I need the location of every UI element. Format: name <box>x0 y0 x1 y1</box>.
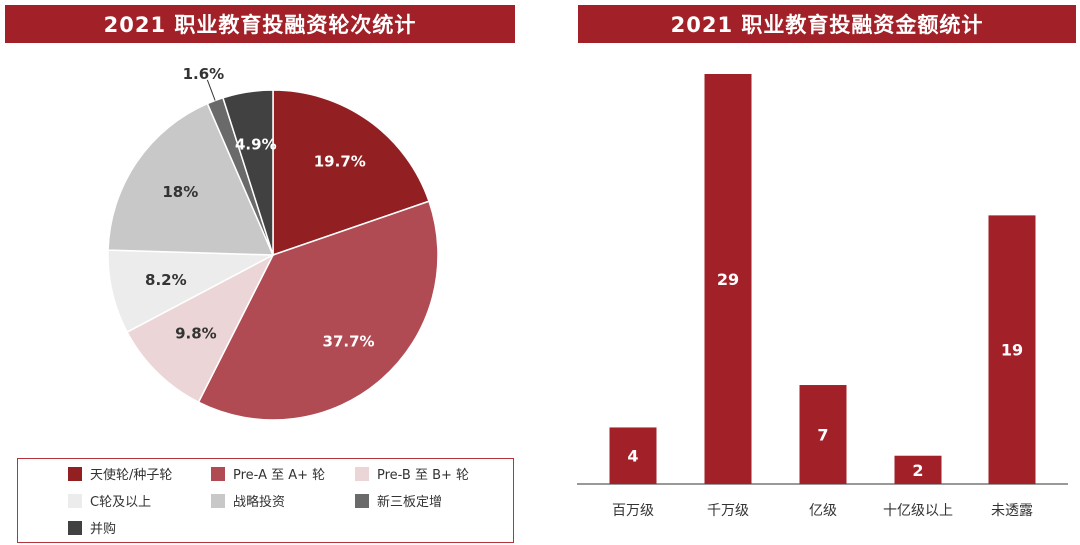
bar-chart-title: 2021 职业教育投融资金额统计 <box>578 5 1076 43</box>
pie-slice-label: 37.7% <box>323 333 375 351</box>
legend-item: 天使轮/种子轮 <box>68 464 172 483</box>
pie-slice-label: 4.9% <box>235 135 277 153</box>
pie-slice-label: 1.6% <box>183 65 225 83</box>
x-tick-label: 百万级 <box>612 503 654 519</box>
bar-value-label: 29 <box>717 270 739 289</box>
legend-item: Pre-B 至 B+ 轮 <box>355 464 469 483</box>
x-tick-label: 亿级 <box>809 503 837 519</box>
bar <box>609 427 657 484</box>
pie-slice-label: 8.2% <box>145 271 187 289</box>
pie-slice <box>197 200 439 421</box>
pie-slice <box>126 253 275 404</box>
pie-chart-title: 2021 职业教育投融资轮次统计 <box>5 5 515 43</box>
x-tick-label: 未透露 <box>991 503 1033 519</box>
legend-item: 并购 <box>68 518 116 537</box>
bar <box>704 74 752 484</box>
legend-swatch <box>355 493 369 508</box>
pie-leader-line <box>206 79 216 101</box>
bar <box>894 455 942 484</box>
legend-label: Pre-B 至 B+ 轮 <box>377 468 470 483</box>
legend-swatch <box>68 466 82 481</box>
bar-value-label: 19 <box>1001 341 1023 360</box>
legend-item: 新三板定增 <box>355 491 442 510</box>
bar <box>799 385 847 484</box>
x-tick-label: 千万级 <box>707 503 749 519</box>
legend-label: Pre-A 至 A+ 轮 <box>233 468 326 483</box>
pie-slice-label: 19.7% <box>314 152 366 170</box>
legend-swatch <box>68 520 82 535</box>
bar-value-label: 2 <box>912 461 923 480</box>
legend-label: 战略投资 <box>233 495 286 510</box>
legend-item: 战略投资 <box>211 491 285 510</box>
pie-chart: 19.7% 37.7% 9.8% 8.2% 18% 1.6% 4.9% <box>107 65 439 421</box>
pie-slice <box>272 89 430 257</box>
pie-slice-label: 9.8% <box>175 324 217 342</box>
pie-slice <box>222 89 274 256</box>
legend-swatch <box>355 466 369 481</box>
legend-swatch <box>68 493 82 508</box>
bar-value-label: 4 <box>627 447 638 466</box>
legend-swatch <box>211 493 225 508</box>
legend-label: 新三板定增 <box>377 495 443 510</box>
legend-item: Pre-A 至 A+ 轮 <box>211 464 325 483</box>
bar-value-label: 7 <box>817 426 828 445</box>
x-tick-label: 十亿级以上 <box>883 503 953 519</box>
pie-slice <box>107 102 275 256</box>
legend-swatch <box>211 466 225 481</box>
legend-label: 天使轮/种子轮 <box>90 468 173 483</box>
legend-label: C轮及以上 <box>90 495 152 510</box>
pie-legend: 天使轮/种子轮 Pre-A 至 A+ 轮 Pre-B 至 B+ 轮 C轮及以上 战略投资… <box>17 458 514 543</box>
legend-item: C轮及以上 <box>68 491 151 510</box>
pie-slice-label: 18% <box>162 183 198 201</box>
bar <box>988 215 1036 484</box>
legend-label: 并购 <box>90 522 117 537</box>
